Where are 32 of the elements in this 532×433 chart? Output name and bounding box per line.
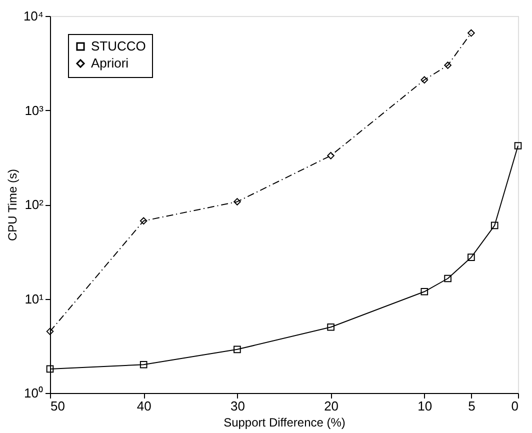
point (420, 76, 428, 84)
y-tick-label: 10³ (24, 102, 44, 118)
point (420, 288, 428, 296)
x-tick-label: 40 (136, 398, 152, 414)
x-tick-label: 0 (511, 398, 518, 414)
y-tick-label: 10⁰ (24, 386, 44, 400)
point (444, 62, 452, 69)
x-axis-title: Support Difference (%) (224, 416, 346, 430)
y-axis-title: CPU Time (s) (5, 168, 20, 241)
x-tick-label: 10 (418, 398, 432, 414)
y-tick-label: 10² (24, 197, 44, 212)
point (140, 217, 148, 225)
point (234, 198, 241, 206)
legend-label: Apriori (91, 56, 129, 70)
x-tick-label: 5 (468, 398, 476, 414)
x-tick-label: 30 (230, 398, 245, 414)
y-tick-label: 10¹ (24, 291, 44, 306)
point (140, 360, 148, 368)
point (490, 222, 498, 230)
point (327, 323, 334, 331)
point (468, 29, 475, 37)
x-tick-label: 50 (50, 398, 65, 414)
legend-label: STUCCO (91, 38, 146, 54)
point (46, 365, 54, 373)
point (234, 346, 241, 354)
point (327, 152, 334, 160)
point (444, 274, 452, 282)
point (514, 142, 522, 150)
x-tick-label: 20 (324, 398, 339, 414)
y-tick-label: 10⁴ (23, 8, 44, 24)
point (468, 254, 475, 262)
point (46, 328, 54, 336)
